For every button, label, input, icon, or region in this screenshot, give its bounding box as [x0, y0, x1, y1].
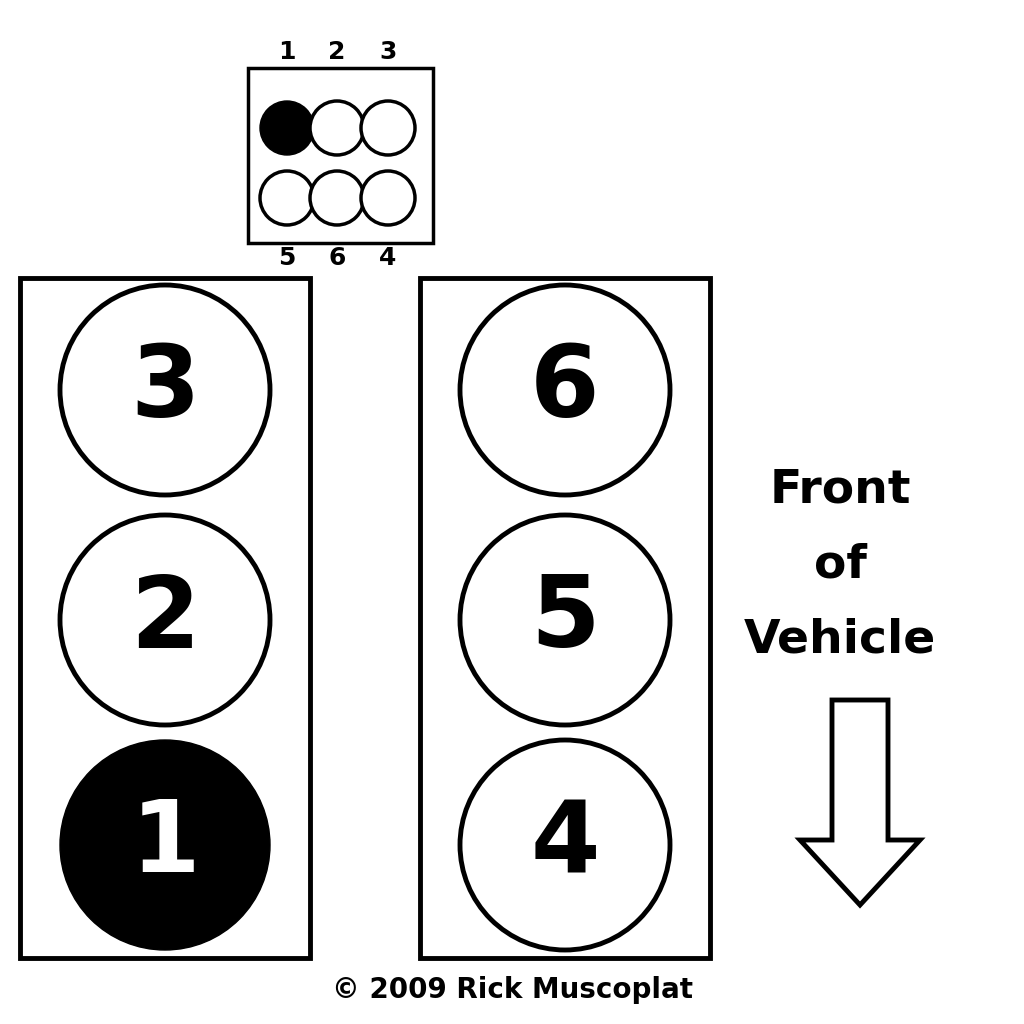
Circle shape	[460, 740, 670, 950]
Text: 5: 5	[279, 246, 296, 270]
Text: 2: 2	[130, 571, 200, 669]
Circle shape	[60, 285, 270, 495]
Circle shape	[361, 101, 415, 155]
Circle shape	[310, 171, 364, 225]
Bar	[248, 68, 433, 243]
Text: 3: 3	[379, 40, 396, 63]
Circle shape	[310, 101, 364, 155]
Text: 4: 4	[530, 797, 600, 894]
Text: of: of	[813, 543, 866, 588]
Text: 3: 3	[130, 341, 200, 438]
Text: 6: 6	[530, 341, 600, 438]
Text: 4: 4	[379, 246, 396, 270]
Circle shape	[361, 171, 415, 225]
Circle shape	[60, 740, 270, 950]
Circle shape	[460, 285, 670, 495]
Text: © 2009 Rick Muscoplat: © 2009 Rick Muscoplat	[332, 976, 692, 1004]
Text: Vehicle: Vehicle	[743, 617, 936, 663]
Text: 6: 6	[329, 246, 346, 270]
Text: 2: 2	[329, 40, 346, 63]
Text: 1: 1	[279, 40, 296, 63]
Bar	[420, 278, 710, 958]
Text: 1: 1	[130, 797, 200, 894]
Circle shape	[260, 171, 314, 225]
Circle shape	[460, 515, 670, 725]
Text: 5: 5	[530, 571, 600, 669]
Circle shape	[60, 515, 270, 725]
Polygon shape	[800, 700, 920, 905]
Bar	[20, 278, 310, 958]
Circle shape	[260, 101, 314, 155]
Text: Front: Front	[769, 468, 910, 512]
